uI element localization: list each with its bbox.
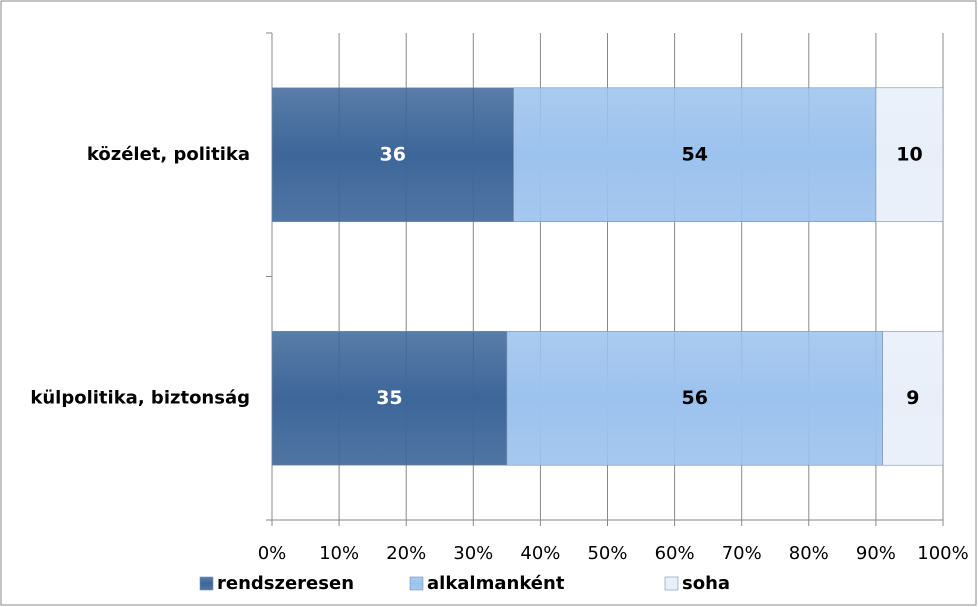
bar [875, 87, 944, 223]
x-tick-label: 30% [453, 543, 493, 564]
x-tick-label: 20% [386, 543, 426, 564]
legend-swatch [664, 576, 679, 591]
bar [513, 87, 877, 223]
x-tick-label: 90% [856, 543, 896, 564]
data-label: 9 [906, 387, 919, 409]
x-tick-label: 80% [789, 543, 829, 564]
x-tick-label: 40% [520, 543, 560, 564]
bar [271, 330, 508, 466]
data-label: 36 [380, 143, 406, 165]
x-tick-label: 70% [722, 543, 762, 564]
bar [506, 330, 883, 466]
legend-swatch [409, 576, 424, 591]
x-tick-label: 100% [917, 543, 968, 564]
x-tick-label: 60% [655, 543, 695, 564]
data-label: 10 [896, 143, 922, 165]
legend-label: alkalmanként [427, 573, 565, 594]
legend-label: soha [682, 573, 730, 594]
data-label: 56 [682, 387, 708, 409]
bar [882, 330, 944, 466]
bar [271, 87, 514, 223]
x-tick-label: 10% [319, 543, 359, 564]
data-label: 35 [376, 387, 402, 409]
category-label: külpolitika, biztonság [30, 387, 250, 408]
data-label: 54 [682, 143, 708, 165]
legend-label: rendszeresen [217, 573, 354, 594]
legend-swatch [199, 576, 214, 591]
x-tick-label: 50% [587, 543, 627, 564]
x-tick-label: 0% [258, 543, 287, 564]
category-label: közélet, politika [87, 144, 250, 165]
